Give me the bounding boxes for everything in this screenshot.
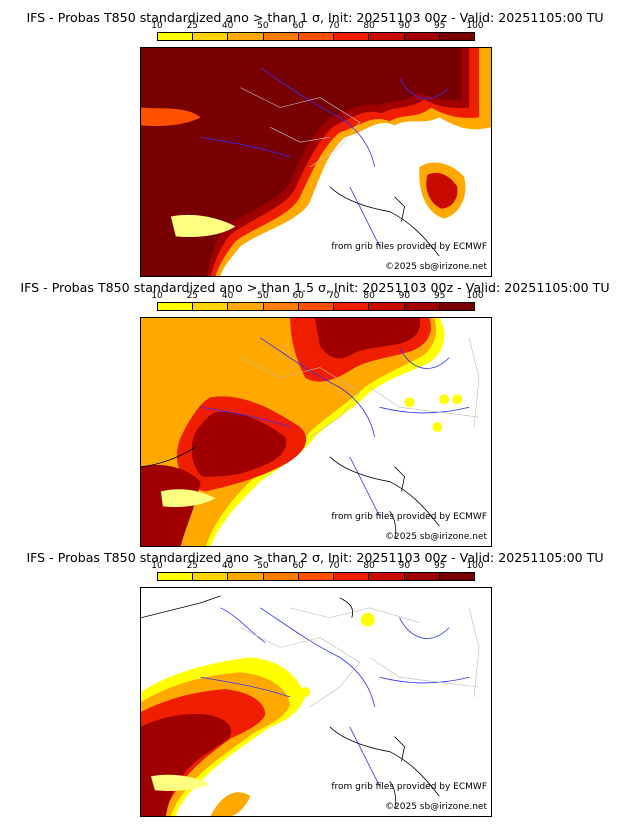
colorbar-segment bbox=[228, 33, 264, 40]
colorbar-tick: 95 bbox=[433, 561, 446, 571]
colorbar-tick: 50 bbox=[257, 21, 269, 31]
colorbar-tick: 95 bbox=[433, 21, 446, 31]
data-source-credit: from grib files provided by ECMWF bbox=[331, 512, 487, 522]
colorbar bbox=[157, 32, 475, 41]
colorbar-tick: 25 bbox=[186, 21, 199, 31]
colorbar-segment bbox=[298, 573, 335, 580]
colorbar-tick: 40 bbox=[221, 291, 234, 301]
colorbar-segment bbox=[334, 33, 370, 40]
colorbar-segment bbox=[298, 33, 335, 40]
panel-2: IFS - Probas T850 standardized ano > tha… bbox=[0, 270, 630, 547]
colorbar-ticks: 10 25 40 50 60 70 80 90 95 100 bbox=[151, 291, 483, 302]
colorbar-segment bbox=[158, 573, 194, 580]
colorbar-tick: 95 bbox=[433, 291, 446, 301]
map-graphic bbox=[141, 48, 491, 276]
colorbar-tick: 100 bbox=[466, 561, 484, 571]
colorbar-segment bbox=[263, 303, 299, 310]
colorbar-segment bbox=[158, 33, 194, 40]
colorbar-tick: 40 bbox=[221, 561, 234, 571]
panel-title: IFS - Probas T850 standardized ano > tha… bbox=[26, 550, 604, 565]
colorbar-segment bbox=[404, 33, 440, 40]
colorbar-tick: 50 bbox=[257, 561, 269, 571]
colorbar-segment bbox=[193, 303, 229, 310]
colorbar-tick: 10 bbox=[151, 291, 163, 301]
copyright-credit: ©2025 sb@irizone.net bbox=[385, 532, 487, 542]
probability-map: from grib files provided by ECMWF ©2025 … bbox=[140, 587, 492, 817]
map-graphic bbox=[141, 318, 480, 546]
colorbar-ticks: 10 25 40 50 60 70 80 90 95 100 bbox=[151, 561, 483, 572]
colorbar-segment bbox=[228, 573, 264, 580]
probability-map: from grib files provided by ECMWF ©2025 … bbox=[140, 47, 492, 277]
map-graphic bbox=[141, 595, 480, 816]
colorbar bbox=[157, 572, 475, 581]
colorbar-tick: 100 bbox=[466, 21, 484, 31]
colorbar-segment bbox=[369, 33, 405, 40]
colorbar-tick: 90 bbox=[398, 561, 411, 571]
copyright-credit: ©2025 sb@irizone.net bbox=[385, 802, 487, 812]
colorbar-segment bbox=[158, 303, 194, 310]
colorbar-tick: 25 bbox=[186, 561, 199, 571]
colorbar-tick: 10 bbox=[151, 561, 163, 571]
panel-title: IFS - Probas T850 standardized ano > tha… bbox=[20, 280, 610, 295]
colorbar-segment bbox=[298, 303, 335, 310]
colorbar-tick: 70 bbox=[328, 561, 340, 571]
colorbar-tick: 100 bbox=[466, 291, 484, 301]
colorbar-tick: 70 bbox=[328, 21, 340, 31]
colorbar-tick: 40 bbox=[221, 21, 234, 31]
colorbar-segment bbox=[334, 573, 370, 580]
colorbar-segment bbox=[369, 573, 405, 580]
colorbar-tick: 70 bbox=[328, 291, 340, 301]
colorbar-tick: 10 bbox=[151, 21, 163, 31]
colorbar-segment bbox=[263, 573, 299, 580]
colorbar-segment bbox=[228, 303, 264, 310]
colorbar-tick: 80 bbox=[363, 21, 375, 31]
colorbar-segment bbox=[404, 573, 440, 580]
colorbar-tick: 80 bbox=[363, 561, 375, 571]
copyright-credit: ©2025 sb@irizone.net bbox=[385, 262, 487, 272]
colorbar-segment bbox=[439, 33, 474, 40]
colorbar-tick: 60 bbox=[292, 291, 304, 301]
colorbar-segment bbox=[439, 573, 474, 580]
colorbar-segment bbox=[369, 303, 405, 310]
panel-1: IFS - Probas T850 standardized ano > tha… bbox=[0, 0, 630, 277]
colorbar-segment bbox=[404, 303, 440, 310]
colorbar-segment bbox=[334, 303, 370, 310]
colorbar-tick: 50 bbox=[257, 291, 269, 301]
colorbar-segment bbox=[193, 573, 229, 580]
data-source-credit: from grib files provided by ECMWF bbox=[331, 242, 487, 252]
colorbar bbox=[157, 302, 475, 311]
panel-title: IFS - Probas T850 standardized ano > tha… bbox=[26, 10, 604, 25]
colorbar-segment bbox=[263, 33, 299, 40]
panel-3: IFS - Probas T850 standardized ano > tha… bbox=[0, 540, 630, 817]
colorbar-tick: 90 bbox=[398, 21, 411, 31]
colorbar-tick: 80 bbox=[363, 291, 375, 301]
probability-map: from grib files provided by ECMWF ©2025 … bbox=[140, 317, 492, 547]
colorbar-ticks: 10 25 40 50 60 70 80 90 95 100 bbox=[151, 21, 483, 32]
colorbar-segment bbox=[193, 33, 229, 40]
colorbar-segment bbox=[439, 303, 474, 310]
colorbar-tick: 60 bbox=[292, 561, 304, 571]
data-source-credit: from grib files provided by ECMWF bbox=[331, 782, 487, 792]
colorbar-tick: 60 bbox=[292, 21, 304, 31]
colorbar-tick: 90 bbox=[398, 291, 411, 301]
colorbar-tick: 25 bbox=[186, 291, 199, 301]
